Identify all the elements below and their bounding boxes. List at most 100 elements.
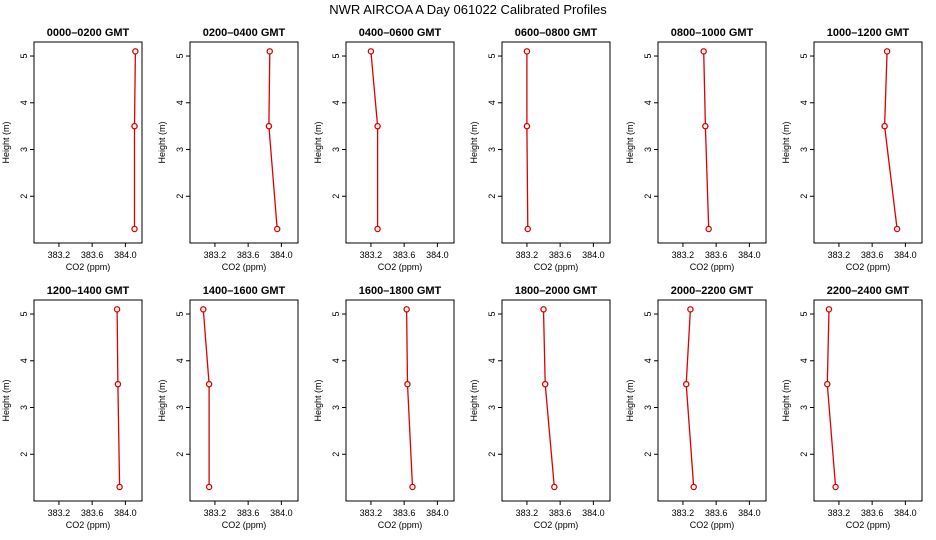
- profile-line: [405, 309, 414, 488]
- x-tick-label: 383.6: [861, 250, 884, 260]
- y-tick-label: 4: [643, 358, 653, 363]
- panel-title: 0200–0400 GMT: [203, 27, 286, 39]
- panel-title: 2200–2400 GMT: [827, 285, 910, 297]
- profile-line: [268, 51, 278, 230]
- data-point: [705, 225, 712, 233]
- y-tick-label: 4: [19, 358, 29, 363]
- profile-panel: 1000–1200 GMT 383.2 383.6 384.0 2 3 4 5 CO2 (ppm…: [781, 27, 923, 272]
- x-tick-label: 383.2: [828, 250, 851, 260]
- y-tick-label: 4: [331, 358, 341, 363]
- x-tick-label: 384.0: [270, 250, 293, 260]
- y-axis-label: Height (m): [469, 379, 479, 421]
- x-tick-label: 383.2: [828, 508, 851, 518]
- data-point: [205, 380, 213, 388]
- data-point: [131, 225, 138, 233]
- data-point: [682, 380, 690, 388]
- y-tick-label: 5: [19, 312, 29, 317]
- plot-frame: [501, 41, 611, 244]
- x-tick-label: 384.0: [426, 250, 449, 260]
- y-tick-label: 2: [799, 194, 809, 199]
- x-axis-label: CO2 (ppm): [846, 520, 891, 530]
- panel-title: 0000–0200 GMT: [47, 27, 130, 39]
- x-tick-label: 384.0: [270, 508, 293, 518]
- y-axis-label: Height (m): [1, 379, 11, 421]
- x-tick-label: 383.6: [237, 250, 260, 260]
- panel-title: 2000–2200 GMT: [671, 285, 754, 297]
- data-point: [551, 483, 558, 491]
- y-tick-label: 5: [19, 54, 29, 59]
- x-axis-label: CO2 (ppm): [534, 520, 579, 530]
- x-tick-label: 383.2: [48, 250, 71, 260]
- profile-panel: 2200–2400 GMT 383.2 383.6 384.0 2 3 4 5 CO2 (ppm…: [781, 285, 923, 530]
- profile-panel: 1800–2000 GMT 383.2 383.6 384.0 2 3 4 5 CO2 (ppm…: [469, 285, 611, 530]
- x-axis-label: CO2 (ppm): [66, 520, 111, 530]
- data-point: [131, 122, 138, 130]
- x-axis-label: CO2 (ppm): [378, 520, 423, 530]
- y-axis-label: Height (m): [781, 121, 791, 163]
- x-tick-label: 383.6: [861, 508, 884, 518]
- y-tick-label: 5: [799, 54, 809, 59]
- x-axis-label: CO2 (ppm): [66, 262, 111, 272]
- data-point: [824, 380, 831, 388]
- data-point: [132, 48, 139, 55]
- profile-line: [133, 51, 137, 229]
- profile-panel: 0600–0800 GMT 383.2 383.6 384.0 2 3 4 5 CO2 (ppm…: [469, 27, 611, 272]
- x-axis-label: CO2 (ppm): [378, 262, 423, 272]
- x-tick-label: 383.6: [81, 508, 104, 518]
- x-tick-label: 384.0: [582, 250, 605, 260]
- x-tick-label: 383.6: [549, 250, 572, 260]
- x-tick-label: 383.6: [705, 250, 728, 260]
- data-point: [702, 122, 709, 130]
- data-point: [540, 306, 547, 313]
- data-point: [881, 122, 888, 130]
- y-tick-label: 2: [331, 452, 341, 457]
- data-point: [404, 380, 411, 388]
- data-point: [524, 225, 532, 233]
- y-tick-label: 4: [175, 358, 185, 363]
- y-tick-label: 5: [487, 312, 497, 317]
- y-axis-label: Height (m): [469, 121, 479, 163]
- y-tick-label: 3: [331, 405, 341, 410]
- y-tick-label: 3: [643, 147, 653, 152]
- x-tick-label: 384.0: [582, 508, 605, 518]
- x-tick-label: 383.6: [81, 250, 104, 260]
- x-axis-label: CO2 (ppm): [846, 262, 891, 272]
- data-point: [523, 48, 531, 55]
- x-tick-label: 383.2: [672, 250, 695, 260]
- x-tick-label: 384.0: [114, 508, 137, 518]
- profile-panel: 0000–0200 GMT 383.2 383.6 384.0 2 3 4 5 CO2 (ppm…: [1, 27, 143, 272]
- plot-frame: [657, 41, 767, 244]
- data-point: [687, 306, 694, 313]
- y-tick-label: 3: [799, 147, 809, 152]
- data-point: [374, 225, 381, 233]
- panel-title: 1400–1600 GMT: [203, 285, 286, 297]
- y-tick-label: 4: [331, 100, 341, 105]
- plot-frame: [657, 299, 767, 502]
- plot-frame: [501, 299, 611, 502]
- y-axis-label: Height (m): [625, 121, 635, 163]
- figure-title: NWR AIRCOA A Day 061022 Calibrated Profi…: [329, 2, 607, 17]
- y-tick-label: 5: [643, 312, 653, 317]
- x-tick-label: 384.0: [426, 508, 449, 518]
- x-tick-label: 383.6: [393, 508, 416, 518]
- profile-panel: 0400–0600 GMT 383.2 383.6 384.0 2 3 4 5 CO2 (ppm…: [313, 27, 455, 272]
- plot-frame: [345, 299, 455, 502]
- profile-line: [370, 51, 379, 229]
- profile-panel: 1600–1800 GMT 383.2 383.6 384.0 2 3 4 5 CO2 (ppm…: [313, 285, 455, 530]
- profile-line: [202, 309, 210, 487]
- y-tick-label: 2: [487, 194, 497, 199]
- data-point: [114, 380, 122, 388]
- data-point: [700, 48, 707, 55]
- y-axis-label: Height (m): [625, 379, 635, 421]
- plot-frame: [33, 299, 143, 502]
- x-axis-label: CO2 (ppm): [690, 520, 735, 530]
- x-tick-label: 384.0: [894, 250, 917, 260]
- y-tick-label: 5: [487, 54, 497, 59]
- y-tick-label: 3: [487, 405, 497, 410]
- y-tick-label: 2: [19, 194, 29, 199]
- data-point: [825, 306, 833, 313]
- data-point: [893, 225, 901, 233]
- profile-line: [685, 309, 695, 488]
- data-point: [541, 380, 549, 388]
- y-tick-label: 4: [175, 100, 185, 105]
